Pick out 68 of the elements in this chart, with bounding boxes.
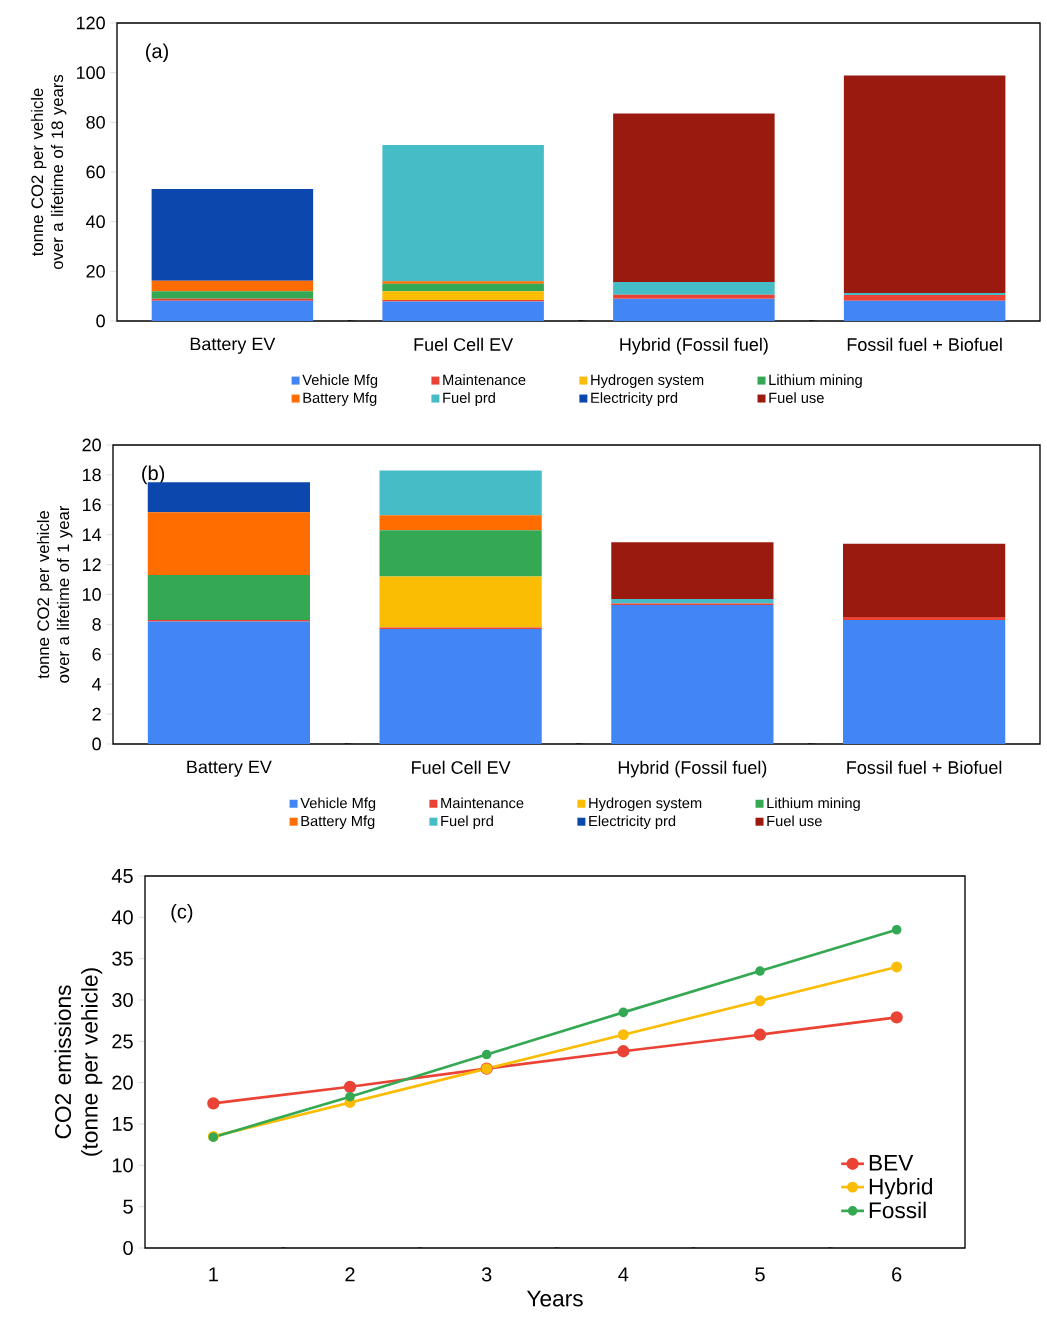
legend-label: Maintenance: [441, 797, 524, 809]
y-tick-label: 6: [92, 647, 101, 661]
x-tick-label: 2: [345, 1267, 355, 1282]
legend-label: Vehicle Mfg: [300, 797, 376, 812]
y-tick-label: 0: [92, 737, 101, 751]
x-tick-label: 5: [755, 1267, 765, 1282]
legend-label: Fuel prd: [443, 392, 495, 406]
legend-label: Fuel use: [767, 815, 822, 827]
y-tick-label: 40: [111, 910, 133, 925]
x-tick-label: 1: [209, 1267, 218, 1282]
x-axis-title: Years: [526, 1290, 583, 1307]
y-tick-label: 10: [112, 1158, 133, 1173]
annotation: (a): [146, 43, 168, 63]
y-tick-label: 20: [112, 1075, 133, 1090]
y-tick-label: 45: [111, 869, 133, 883]
x-tick-label: Fuel Cell EV: [414, 337, 514, 351]
y-tick-label: 15: [112, 1117, 133, 1131]
y-tick-label: 80: [86, 115, 105, 129]
y-axis-title: tonne CO2 per vehicle over a lifetime of 1 year: [36, 505, 73, 683]
y-tick-label: 10: [82, 588, 101, 601]
legend-label: Lithium mining: [767, 797, 860, 812]
x-tick-label: 3: [481, 1267, 492, 1282]
y-axis-title: tonne CO2 per vehicle over a lifetime of 18 years: [30, 74, 67, 270]
x-tick-label: Hybrid (Fossil fuel): [618, 760, 767, 778]
y-axis-title: CO2 emissions (tonne per vehicle): [54, 968, 103, 1156]
y-tick-label: 12: [82, 558, 101, 571]
y-tick-label: 16: [82, 498, 101, 512]
y-tick-label: 2: [92, 707, 101, 721]
legend-label: Lithium mining: [769, 374, 862, 388]
legend-label: Battery Mfg: [303, 392, 377, 406]
x-tick-label: Battery EV: [187, 760, 272, 777]
legend-label: Hybrid: [869, 1177, 932, 1200]
x-tick-label: Fossil fuel + Biofuel: [847, 337, 1002, 351]
legend-label: Battery Mfg: [301, 815, 375, 830]
legend-label: Fuel use: [769, 392, 824, 404]
y-tick-label: 20: [82, 438, 101, 452]
y-tick-label: 4: [92, 678, 102, 691]
y-tick-label: 5: [123, 1199, 133, 1214]
x-tick-label: 6: [892, 1267, 902, 1282]
y-tick-label: 0: [123, 1240, 133, 1256]
legend-label: BEV: [869, 1154, 914, 1171]
y-tick-label: 20: [86, 264, 105, 278]
legend-label: Fuel prd: [441, 815, 493, 830]
legend-label: Electricity prd: [589, 815, 676, 830]
x-tick-label: Fuel Cell EV: [412, 760, 511, 774]
legend-label: Fossil: [869, 1201, 926, 1219]
y-tick-label: 35: [112, 951, 133, 966]
annotation: (c): [171, 903, 193, 923]
y-tick-label: 8: [92, 618, 101, 631]
x-tick-label: Battery EV: [190, 337, 276, 354]
y-tick-label: 100: [76, 66, 105, 80]
x-tick-label: Fossil fuel + Biofuel: [847, 760, 1002, 774]
y-tick-label: 40: [86, 215, 105, 229]
legend-label: Electricity prd: [591, 392, 678, 406]
y-tick-label: 0: [96, 314, 105, 328]
legend-label: Vehicle Mfg: [302, 374, 378, 388]
annotation: (b): [142, 465, 165, 485]
y-tick-label: 30: [112, 992, 133, 1008]
y-tick-label: 14: [82, 528, 102, 541]
x-tick-label: Hybrid (Fossil fuel): [620, 337, 768, 355]
legend-label: Maintenance: [443, 374, 526, 386]
y-tick-label: 18: [82, 468, 101, 482]
y-tick-label: 60: [86, 165, 105, 179]
y-tick-label: 25: [112, 1034, 133, 1049]
y-tick-label: 120: [76, 16, 105, 30]
x-tick-label: 4: [618, 1267, 629, 1282]
legend-label: Hydrogen system: [591, 374, 704, 388]
legend-label: Hydrogen system: [589, 797, 702, 812]
